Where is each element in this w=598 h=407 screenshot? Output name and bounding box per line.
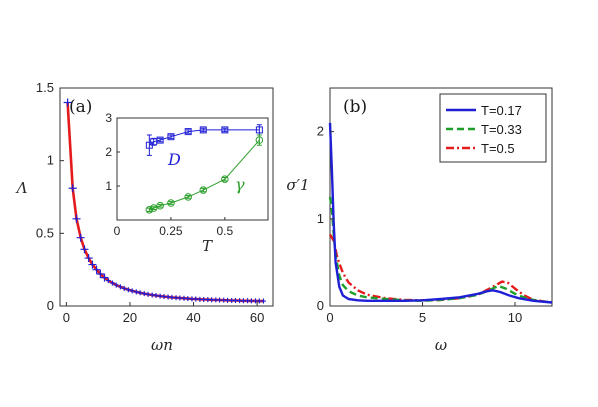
panel-a-data-point [63, 98, 72, 107]
inset-errorbar [200, 127, 206, 133]
panel-a-data-point [92, 265, 101, 274]
panel-a-xlabel: ωn [151, 336, 173, 354]
panel-a-plot-frame [59, 87, 274, 307]
inset-circle-marker [156, 201, 164, 210]
inset-circle-marker [167, 199, 175, 207]
inset-xlabel: T [202, 237, 213, 255]
panel-a: 0 20 40 60 0 0.5 1 1.5 (a) ωn Λ 0 0.25 0.5 1 2 3 T D… [15, 80, 274, 354]
inset-square-marker [167, 133, 175, 141]
panel-b-ticks: 0 5 10 0 1 2 [317, 124, 522, 325]
inset-ytick-label-0: 1 [105, 179, 112, 193]
inset-square-marker [184, 128, 192, 136]
inset-xtick-label-2: 0.5 [217, 224, 234, 238]
panel-a-ytick-label-1: 0.5 [36, 225, 54, 240]
inset-series-d-label: D [167, 150, 181, 169]
panel-a-xtick-label-3: 60 [250, 310, 264, 325]
panel-a-data-point [84, 254, 93, 263]
inset-errorbar [222, 127, 228, 133]
panel-a-ytick-label-0: 0 [47, 298, 54, 313]
panel-a-data-point [80, 245, 89, 254]
inset-plot: 0 0.25 0.5 1 2 3 T D γ [105, 111, 269, 255]
inset-series-line-0 [149, 129, 260, 146]
inset-errorbar [146, 207, 152, 212]
panel-a-xtick-label-1: 20 [123, 310, 137, 325]
inset-errorbar [168, 201, 174, 205]
inset-markers-group [145, 124, 264, 214]
panel-a-data-point [260, 298, 266, 304]
panel-b-series-line-1 [328, 196, 553, 304]
inset-errorbar [157, 137, 163, 143]
panel-a-data-point [113, 282, 119, 288]
panel-b: 0 5 10 0 1 2 (b) ω σ′1 T=0.17 T=0.33 T=0.5 [286, 87, 553, 354]
panel-a-data-point [129, 288, 135, 294]
inset-square-marker [255, 126, 263, 134]
inset-circle-marker [149, 204, 158, 212]
panel-b-curves-group [328, 122, 553, 304]
panel-b-ytick-label-0: 0 [317, 298, 324, 313]
inset-xtick-label-1: 0.25 [159, 224, 183, 238]
panel-a-data-point [88, 260, 97, 269]
inset-plot-frame [116, 117, 269, 221]
panel-a-xtick-label-2: 40 [186, 310, 200, 325]
panel-b-xtick-label-2: 10 [508, 310, 522, 325]
panel-b-series-line-0 [328, 122, 553, 304]
panel-b-xtick-label-1: 5 [419, 310, 426, 325]
panel-a-data-point [121, 285, 127, 291]
panel-a-ylabel: Λ [15, 179, 28, 197]
panel-b-label: (b) [343, 97, 367, 117]
inset-errorbar [168, 134, 174, 139]
panel-b-ytick-label-2: 2 [317, 124, 324, 139]
inset-ytick-label-1: 2 [105, 145, 112, 159]
legend-label-t033: T=0.33 [481, 122, 522, 137]
inset-errorbar [185, 195, 191, 199]
panel-b-xtick-label-0: 0 [326, 310, 333, 325]
panel-a-data-point [68, 184, 77, 193]
panel-a-data-point [109, 280, 115, 286]
panel-a-xtick-label-0: 0 [63, 310, 70, 325]
legend-label-t05: T=0.5 [481, 141, 515, 156]
inset-errorbar [200, 187, 206, 193]
inset-series-line-1 [149, 139, 260, 211]
panel-a-data-point [76, 233, 85, 242]
panel-a-ytick-label-2: 1 [47, 153, 54, 168]
inset-lines-group [149, 129, 260, 211]
inset-errorbar [222, 177, 228, 182]
inset-ytick-label-2: 3 [105, 111, 112, 125]
inset-circle-marker [221, 175, 229, 183]
panel-a-data-point [141, 291, 147, 297]
panel-b-series-line-2 [328, 233, 553, 304]
inset-circle-marker [255, 136, 264, 144]
inset-errorbar [151, 206, 157, 210]
panel-b-legend: T=0.17 T=0.33 T=0.5 [439, 93, 547, 163]
inset-errorbar [185, 129, 191, 134]
inset-series-gamma-label: γ [235, 175, 245, 194]
inset-circle-marker [184, 193, 192, 201]
inset-square-marker [199, 126, 207, 134]
panel-b-xlabel: ω [435, 336, 447, 354]
panel-a-label: (a) [69, 97, 92, 117]
panel-a-ytick-label-3: 1.5 [36, 80, 54, 95]
panel-a-marker-group [63, 98, 266, 304]
inset-circle-marker [199, 186, 208, 194]
panel-a-data-point [137, 290, 143, 296]
panel-b-ylabel: σ′1 [286, 176, 309, 194]
inset-square-marker [221, 126, 229, 134]
panel-a-data-point [133, 289, 139, 295]
panel-a-data-point [125, 287, 131, 293]
inset-errorbar [157, 203, 163, 208]
legend-label-t017: T=0.17 [481, 103, 522, 118]
panel-a-data-point [100, 273, 109, 282]
panel-a-data-point [105, 278, 111, 284]
inset-ticks: 0 0.25 0.5 1 2 3 [105, 111, 233, 238]
inset-xtick-label-0: 0 [114, 224, 121, 238]
inset-square-marker [156, 136, 164, 144]
panel-a-data-point [96, 270, 105, 279]
panel-a-data-point [117, 284, 123, 290]
inset-errorbar [146, 134, 152, 156]
panel-b-ytick-label-1: 1 [317, 211, 324, 226]
panel-a-data-point [72, 214, 81, 223]
